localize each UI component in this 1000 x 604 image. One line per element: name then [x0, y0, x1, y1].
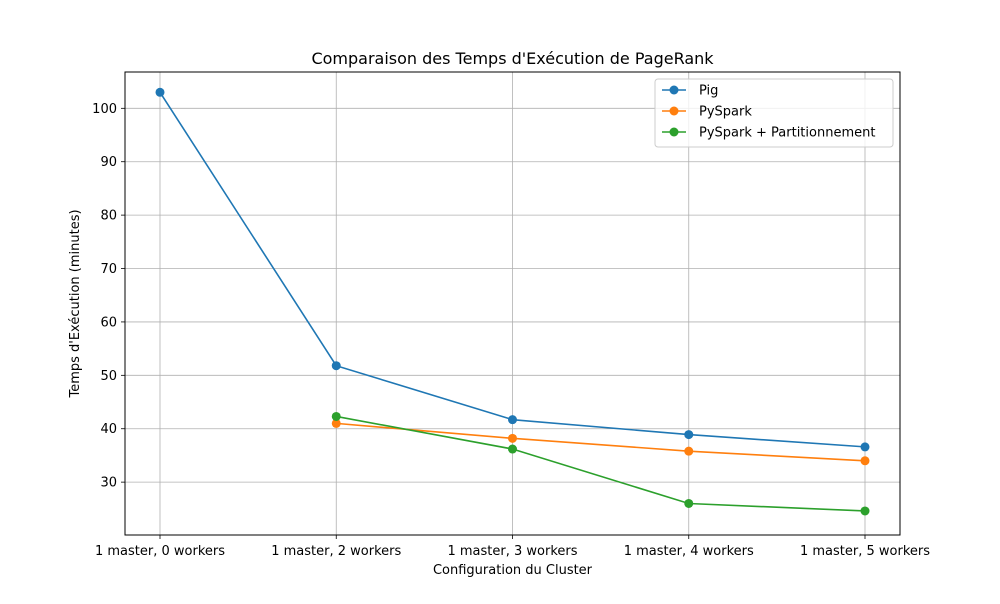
- y-tick-label: 50: [100, 369, 117, 384]
- x-tick-label: 1 master, 4 workers: [624, 544, 754, 559]
- y-tick-label: 40: [100, 422, 117, 437]
- x-tick-label: 1 master, 5 workers: [800, 544, 930, 559]
- series-line: [336, 415, 866, 512]
- series-pyspark-partitionnement: [331, 411, 870, 516]
- legend-marker: [669, 85, 679, 95]
- y-tick-label: 30: [100, 476, 117, 491]
- legend-label: Pig: [699, 84, 718, 99]
- y-tick-label: 80: [100, 209, 117, 224]
- data-point: [508, 433, 517, 443]
- y-axis-label: Temps d'Exécution (minutes): [68, 209, 83, 398]
- data-point: [331, 418, 341, 428]
- data-point: [331, 361, 341, 371]
- legend-marker: [669, 127, 679, 137]
- legend-box: [654, 78, 894, 148]
- data-point: [508, 415, 517, 425]
- data-point: [860, 506, 870, 516]
- legend-item: PySpark: [662, 105, 752, 120]
- legend-item: Pig: [662, 84, 718, 99]
- x-tick-label: 1 master, 3 workers: [447, 544, 577, 559]
- data-point: [155, 87, 165, 97]
- y-tick-label: 100: [92, 102, 117, 117]
- x-tick-label: 1 master, 2 workers: [271, 544, 401, 559]
- data-point: [684, 446, 694, 456]
- data-point: [684, 498, 694, 508]
- legend-marker: [669, 106, 679, 116]
- x-axis-label: Configuration du Cluster: [433, 563, 593, 578]
- data-point: [860, 456, 870, 466]
- series-pyspark: [331, 418, 870, 466]
- legend-label: PySpark + Partitionnement: [699, 126, 875, 141]
- legend-item: PySpark + Partitionnement: [662, 126, 875, 141]
- grid: [125, 72, 900, 535]
- legend: Pig PySpark PySpark + Partitionnement: [654, 78, 894, 148]
- chart-title: Comparaison des Temps d'Exécution de Pag…: [311, 49, 714, 68]
- data-point: [684, 430, 694, 440]
- series-pig: [155, 87, 870, 452]
- data-point: [331, 411, 341, 421]
- series-line: [336, 422, 866, 462]
- x-tick-label: 1 master, 0 workers: [95, 544, 225, 559]
- data-point: [508, 444, 517, 454]
- y-tick-label: 60: [100, 315, 117, 330]
- legend-label: PySpark: [699, 105, 752, 120]
- axis-ticks: 1 master, 0 workers 1 master, 2 workers 1 …: [92, 102, 930, 559]
- data-point: [860, 442, 870, 452]
- y-tick-label: 90: [100, 155, 117, 170]
- y-tick-label: 70: [100, 262, 117, 277]
- series-layer: [155, 87, 870, 516]
